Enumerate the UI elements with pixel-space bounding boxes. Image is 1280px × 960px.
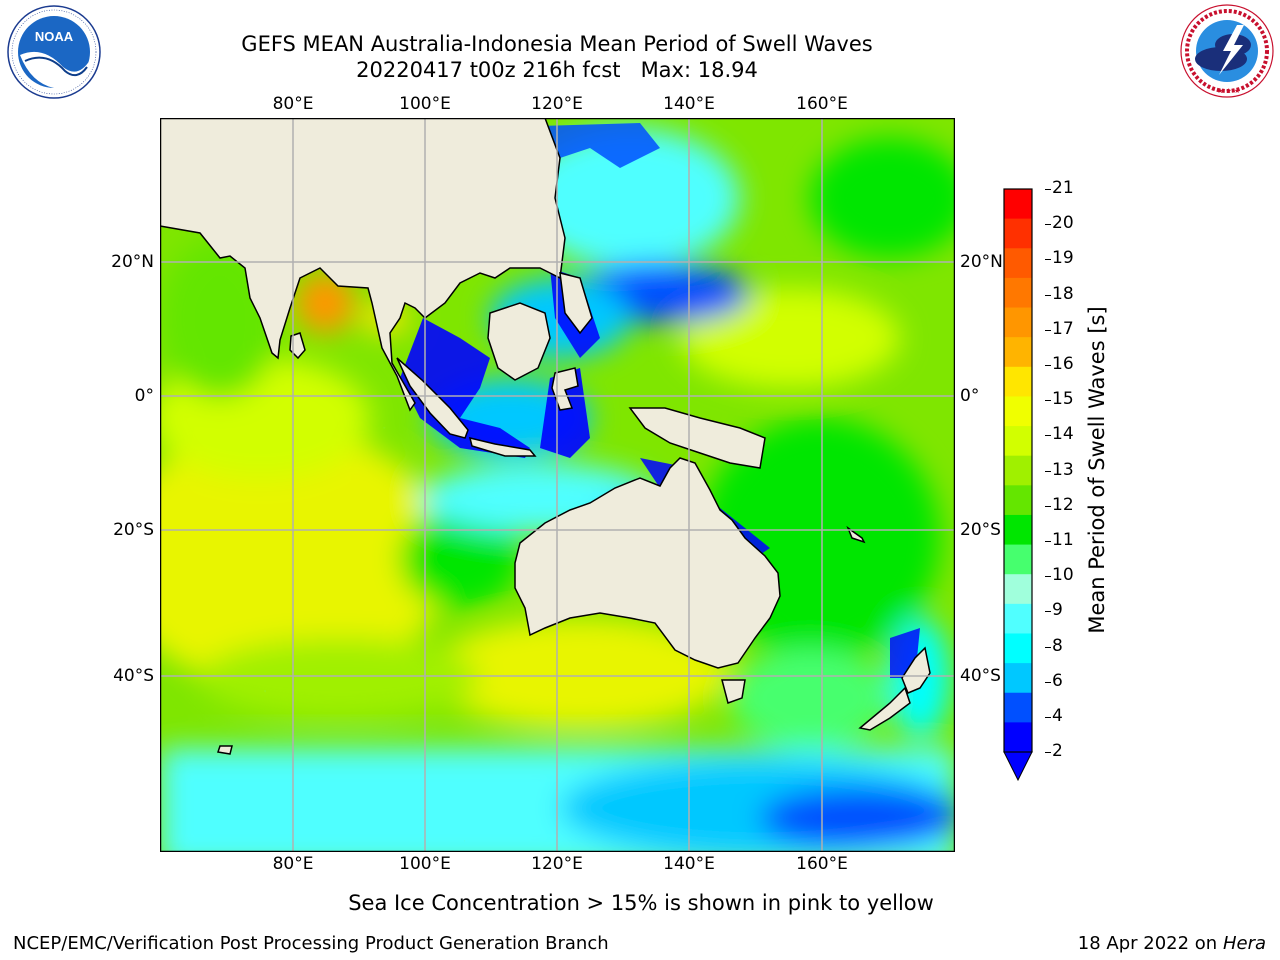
lat-label-left-40s: 40°S: [113, 666, 154, 686]
colorbar-tick-label: 8: [1045, 636, 1063, 656]
lon-label-top-80e: 80°E: [272, 94, 314, 114]
colorbar-swatch: [1004, 663, 1032, 694]
footer-branch: NCEP/EMC/Verification Post Processing Pr…: [13, 933, 609, 954]
colorbar-tick-label: 10: [1045, 565, 1074, 585]
colorbar-swatch: [1004, 277, 1032, 309]
sea-ice-note: Sea Ice Concentration > 15% is shown in …: [0, 891, 1280, 915]
lon-label-top-160e: 160°E: [796, 94, 848, 114]
graticule: [160, 118, 955, 852]
colorbar-label: Mean Period of Swell Waves [s]: [1085, 306, 1109, 634]
colorbar-tick-labels: 21 20 19 18 17 16 15 14 13 12 11 10 9 8 6 4 2: [1040, 0, 1090, 960]
lon-label-bottom-160e: 160°E: [796, 854, 848, 874]
colorbar-under-arrow: [1003, 751, 1033, 782]
colorbar-tick-label: 20: [1045, 213, 1074, 233]
lat-label-right-20s: 20°S: [960, 520, 1001, 540]
lat-label-right-20n: 20°N: [960, 252, 1003, 272]
footer-machine: Hera: [1222, 933, 1266, 954]
colorbar-tick-label: 15: [1045, 389, 1074, 409]
lat-label-left-0: 0°: [134, 386, 154, 406]
colorbar-tick-label: 9: [1045, 600, 1063, 620]
colorbar-swatch: [1004, 307, 1032, 338]
noaa-logo-text: NOAA: [35, 29, 74, 44]
colorbar-swatch: [1004, 218, 1032, 249]
colorbar-swatch: [1004, 189, 1032, 220]
colorbar-swatch: [1004, 485, 1032, 516]
lat-label-left-20n: 20°N: [111, 252, 154, 272]
colorbar-swatch: [1004, 544, 1032, 575]
lon-label-top-120e: 120°E: [531, 94, 583, 114]
colorbar-tick-label: 2: [1045, 741, 1063, 761]
colorbar-swatch: [1004, 396, 1032, 427]
colorbar-tick-label: 17: [1045, 319, 1074, 339]
chart-title-line2: 20220417 t00z 216h fcst Max: 18.94: [356, 58, 758, 82]
colorbar-tick-label: 4: [1045, 706, 1063, 726]
lon-label-bottom-100e: 100°E: [399, 854, 451, 874]
colorbar-swatch: [1004, 574, 1032, 605]
colorbar-tick-label: 21: [1045, 178, 1074, 198]
colorbar-tick-label: 12: [1045, 495, 1074, 515]
footer-date-text: 18 Apr 2022 on: [1077, 933, 1223, 954]
colorbar-tick-label: 11: [1045, 530, 1074, 550]
lat-label-left-20s: 20°S: [113, 520, 154, 540]
colorbar-tick-label: 14: [1045, 424, 1074, 444]
lon-label-top-100e: 100°E: [399, 94, 451, 114]
sea-ice-note-text: Sea Ice Concentration > 15% is shown in …: [348, 891, 934, 915]
noaa-logo: NOAA: [7, 5, 101, 99]
footer-date: 18 Apr 2022 on Hera: [1078, 933, 1266, 954]
colorbar-tick-label: 19: [1045, 248, 1074, 268]
lon-label-bottom-140e: 140°E: [663, 854, 715, 874]
colorbar-tick-label: 18: [1045, 284, 1074, 304]
colorbar-swatch: [1004, 692, 1032, 723]
colorbar-tick-label: 6: [1045, 671, 1063, 691]
colorbar-swatch: [1004, 426, 1032, 457]
colorbar: [1003, 188, 1033, 782]
nws-logo: ★ ★ ★: [1180, 4, 1274, 98]
colorbar-swatch: [1004, 248, 1032, 279]
land-masses: [160, 118, 931, 755]
lat-label-right-0: 0°: [960, 386, 980, 406]
colorbar-frame: [1003, 188, 1033, 753]
colorbar-swatch: [1004, 603, 1032, 634]
colorbar-swatch: [1004, 366, 1032, 397]
lat-label-right-40s: 40°S: [960, 666, 1001, 686]
lon-label-bottom-120e: 120°E: [531, 854, 583, 874]
map-frame: [160, 118, 955, 852]
svg-text:★ ★ ★: ★ ★ ★: [1217, 87, 1240, 95]
colorbar-swatch: [1004, 455, 1032, 486]
chart-title-line1: GEFS MEAN Australia-Indonesia Mean Perio…: [241, 32, 873, 56]
lon-label-top-140e: 140°E: [663, 94, 715, 114]
colorbar-tick-label: 16: [1045, 354, 1074, 374]
colorbar-tick-label: 13: [1045, 460, 1074, 480]
swell-period-map: [160, 118, 955, 852]
colorbar-swatch: [1004, 722, 1032, 753]
colorbar-swatch: [1004, 633, 1032, 664]
lon-label-bottom-80e: 80°E: [272, 854, 314, 874]
colorbar-swatch: [1004, 337, 1032, 368]
colorbar-swatch: [1004, 514, 1032, 546]
